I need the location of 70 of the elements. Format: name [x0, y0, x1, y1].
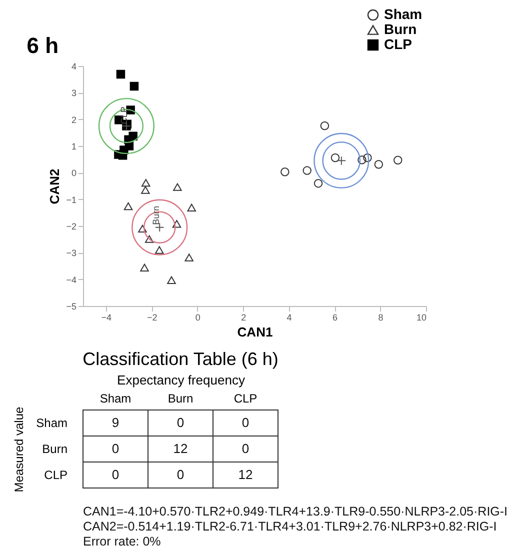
text: Error rate: 0%: [83, 534, 161, 548]
x-tick-label: 0: [195, 312, 200, 322]
x-tick-label: −4: [101, 312, 112, 322]
data-label: 12: [173, 441, 188, 456]
x-axis-title: CAN1: [237, 324, 273, 340]
point: [314, 178, 323, 188]
x-tick-label: CLP: [234, 392, 258, 406]
point: [374, 160, 384, 169]
y-axis-title: Measured value: [12, 406, 26, 492]
x-tick-label: 10: [416, 312, 426, 322]
legend-label: Burn: [384, 21, 417, 37]
annotation: Burn: [151, 206, 162, 225]
data-label: 0: [242, 441, 250, 456]
y-tick-label: CLP: [44, 468, 68, 482]
data-label: 0: [242, 415, 250, 430]
legend-label: Sham: [384, 6, 422, 22]
data-label: 0: [176, 415, 184, 430]
x-tick-label: 8: [378, 312, 384, 322]
point: [330, 153, 340, 162]
y-tick-label: −5: [66, 302, 76, 312]
legend-label: CLP: [384, 36, 412, 52]
y-tick-label: Burn: [42, 442, 68, 456]
point: [140, 264, 149, 272]
point: [280, 168, 290, 176]
point: [363, 153, 372, 162]
chart-title: 6 h: [26, 33, 59, 58]
point: [155, 246, 164, 254]
point: [138, 224, 147, 233]
data-label: 0: [176, 467, 184, 482]
point: [141, 186, 150, 194]
point: [124, 202, 133, 210]
point: [142, 178, 150, 187]
x-axis-title: Expectancy frequency: [117, 372, 246, 388]
annotation: CLP: [119, 106, 130, 124]
y-tick-label: −4: [66, 274, 76, 285]
x-tick-label: Sham: [100, 392, 132, 406]
data-label: 9: [112, 415, 120, 430]
y-tick-label: 1: [71, 142, 76, 152]
point: [184, 254, 194, 262]
point: [302, 166, 312, 175]
y-axis-title: CAN2: [47, 168, 62, 204]
chart-title: Classification Table (6 h): [82, 349, 278, 369]
point: [130, 82, 139, 91]
data-label: 0: [112, 467, 120, 482]
point: [187, 204, 196, 212]
x-tick-label: Burn: [168, 392, 194, 406]
x-tick-label: 4: [286, 312, 292, 322]
y-tick-label: −2: [66, 222, 76, 232]
point: [320, 121, 330, 130]
y-tick-label: Sham: [36, 416, 68, 430]
point: [173, 183, 182, 191]
x-tick-label: −2: [146, 312, 158, 322]
y-tick-label: 2: [71, 114, 76, 125]
y-tick-label: 3: [71, 88, 76, 98]
y-tick-label: 4: [71, 62, 76, 72]
x-tick-label: 2: [241, 312, 246, 322]
point: [394, 156, 402, 164]
y-tick-label: −3: [66, 248, 76, 258]
text: CAN1=-4.10+0.570·TLR2+0.949·TLR4+13.9·TLR9-0.550·NLRP3-2.05·RIG-I: [83, 504, 508, 518]
point: [167, 276, 176, 284]
point: [172, 220, 182, 228]
data-label: 12: [238, 467, 253, 482]
point: [144, 235, 154, 243]
data-label: 0: [112, 441, 120, 456]
point: [358, 156, 366, 164]
y-tick-label: 0: [71, 168, 76, 178]
y-tick-label: −1: [66, 194, 76, 205]
x-tick-label: 6: [332, 312, 338, 322]
text: CAN2=-0.514+1.19·TLR2-6.71·TLR4+3.01·TLR9+2.76·NLRP3+0.82·RIG-I: [83, 520, 497, 534]
point: [116, 70, 126, 79]
